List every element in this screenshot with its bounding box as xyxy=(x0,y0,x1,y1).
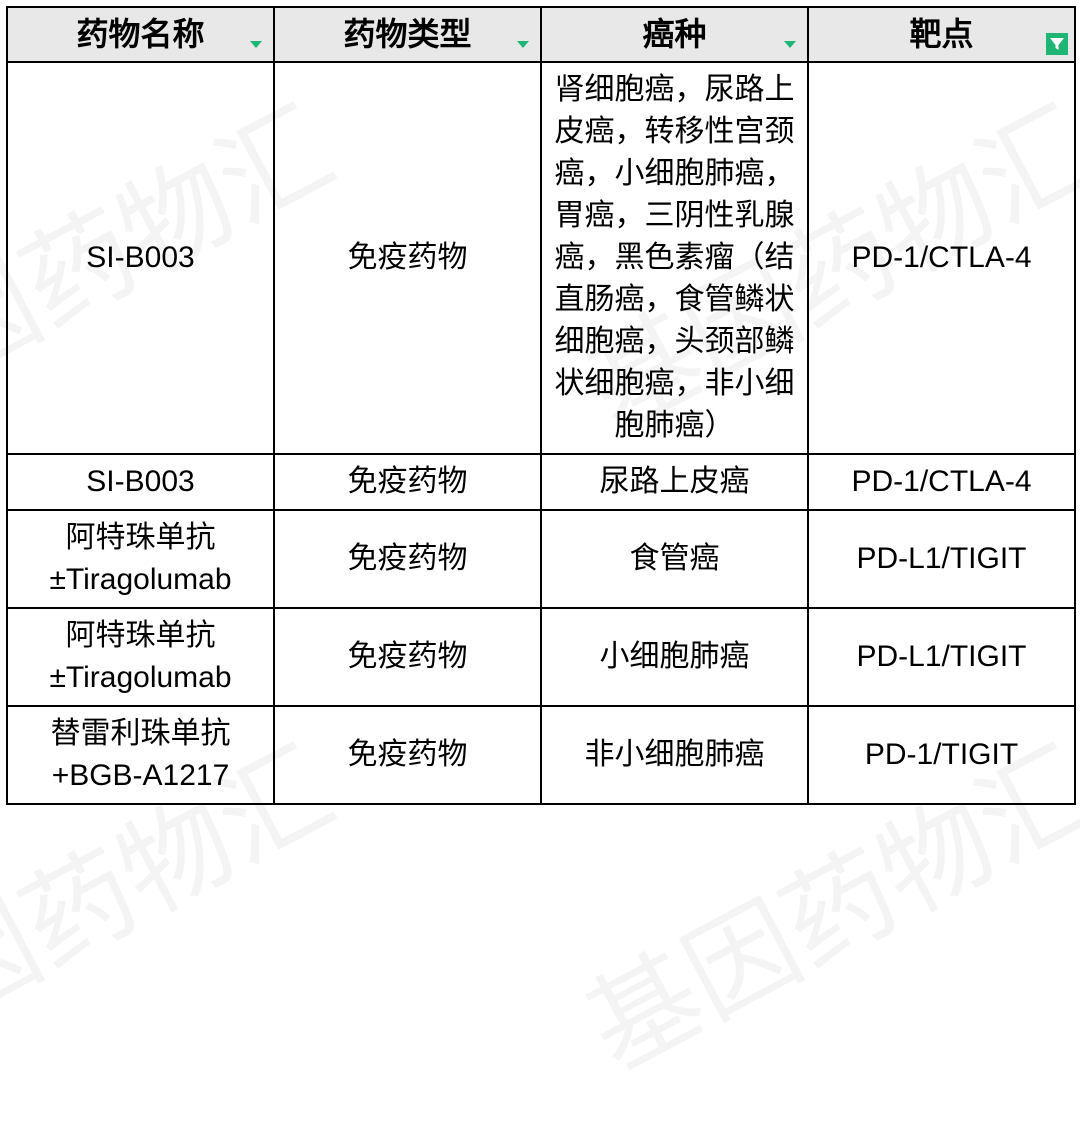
col-header-label: 药物类型 xyxy=(343,16,471,52)
cell-target: PD-L1/TIGIT xyxy=(808,608,1075,706)
cell-cancer: 小细胞肺癌 xyxy=(541,608,808,706)
cell-target: PD-L1/TIGIT xyxy=(808,510,1075,608)
col-header-label: 药物名称 xyxy=(76,16,204,52)
cell-drug-type: 免疫药物 xyxy=(274,608,541,706)
cell-cancer: 食管癌 xyxy=(541,510,808,608)
col-header-label: 癌种 xyxy=(642,16,706,52)
cell-drug-name: SI-B003 xyxy=(7,62,274,454)
col-header-drug-name[interactable]: 药物名称 xyxy=(7,7,274,62)
table-header-row: 药物名称 药物类型 癌种 靶点 xyxy=(7,7,1075,62)
cell-cancer: 非小细胞肺癌 xyxy=(541,706,808,804)
table-row: 阿特珠单抗±Tiragolumab 免疫药物 食管癌 PD-L1/TIGIT xyxy=(7,510,1075,608)
cell-drug-type: 免疫药物 xyxy=(274,454,541,510)
table-row: SI-B003 免疫药物 肾细胞癌，尿路上皮癌，转移性宫颈癌，小细胞肺癌，胃癌，… xyxy=(7,62,1075,454)
col-header-target[interactable]: 靶点 xyxy=(808,7,1075,62)
table-body: SI-B003 免疫药物 肾细胞癌，尿路上皮癌，转移性宫颈癌，小细胞肺癌，胃癌，… xyxy=(7,62,1075,804)
filter-active-icon[interactable] xyxy=(1046,33,1068,55)
filter-dropdown-icon[interactable] xyxy=(779,33,801,55)
col-header-drug-type[interactable]: 药物类型 xyxy=(274,7,541,62)
cell-drug-name: 阿特珠单抗±Tiragolumab xyxy=(7,608,274,706)
filter-dropdown-icon[interactable] xyxy=(512,33,534,55)
col-header-label: 靶点 xyxy=(909,16,973,52)
table-row: SI-B003 免疫药物 尿路上皮癌 PD-1/CTLA-4 xyxy=(7,454,1075,510)
cell-cancer: 尿路上皮癌 xyxy=(541,454,808,510)
filter-dropdown-icon[interactable] xyxy=(245,33,267,55)
cell-target: PD-1/CTLA-4 xyxy=(808,454,1075,510)
table-row: 阿特珠单抗±Tiragolumab 免疫药物 小细胞肺癌 PD-L1/TIGIT xyxy=(7,608,1075,706)
cell-drug-name: 替雷利珠单抗+BGB-A1217 xyxy=(7,706,274,804)
table-row: 替雷利珠单抗+BGB-A1217 免疫药物 非小细胞肺癌 PD-1/TIGIT xyxy=(7,706,1075,804)
cell-drug-name: SI-B003 xyxy=(7,454,274,510)
cell-cancer: 肾细胞癌，尿路上皮癌，转移性宫颈癌，小细胞肺癌，胃癌，三阴性乳腺癌，黑色素瘤（结… xyxy=(541,62,808,454)
col-header-cancer[interactable]: 癌种 xyxy=(541,7,808,62)
cell-drug-type: 免疫药物 xyxy=(274,510,541,608)
cell-drug-type: 免疫药物 xyxy=(274,706,541,804)
cell-target: PD-1/TIGIT xyxy=(808,706,1075,804)
cell-drug-type: 免疫药物 xyxy=(274,62,541,454)
drug-table: 药物名称 药物类型 癌种 靶点 xyxy=(6,6,1076,805)
cell-drug-name: 阿特珠单抗±Tiragolumab xyxy=(7,510,274,608)
cell-target: PD-1/CTLA-4 xyxy=(808,62,1075,454)
